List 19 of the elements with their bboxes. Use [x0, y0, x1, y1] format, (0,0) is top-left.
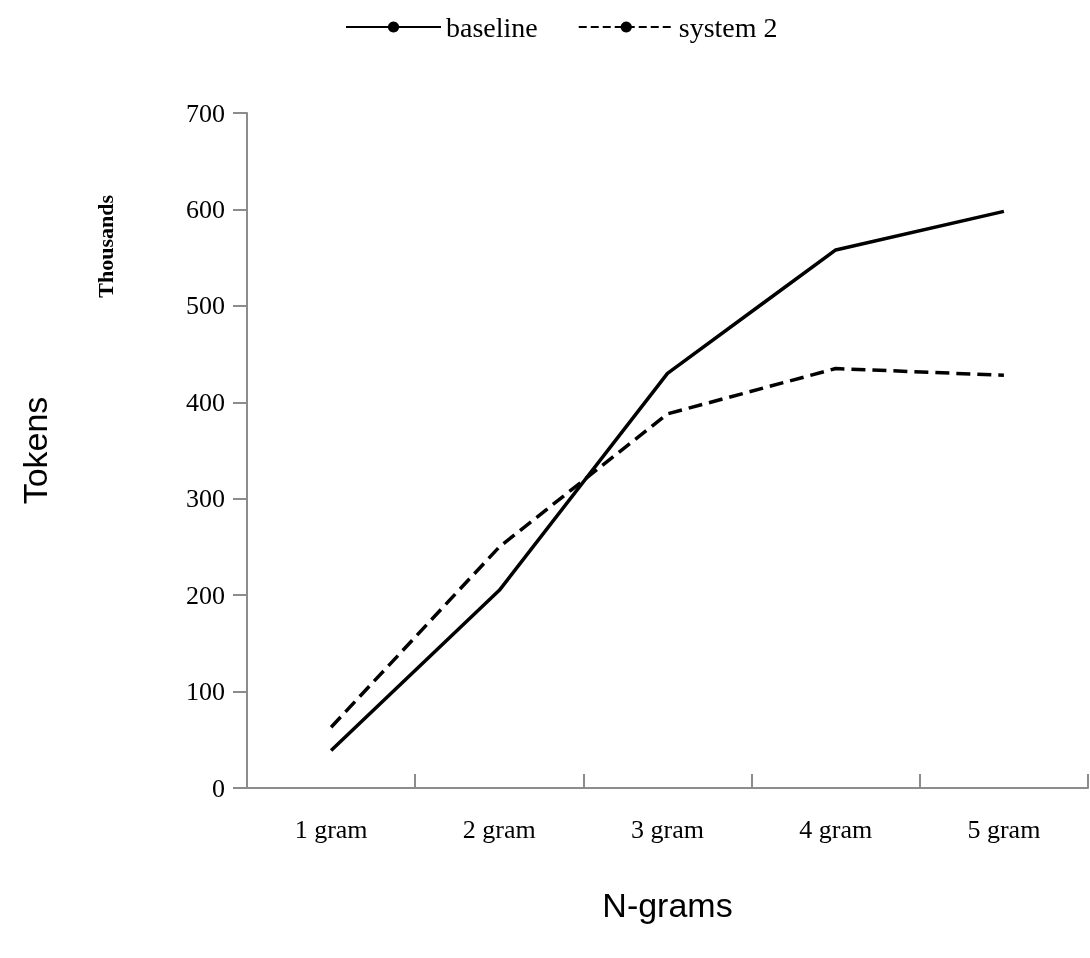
x-tick-label: 1 gram — [294, 814, 368, 844]
y-tick-label: 300 — [186, 484, 225, 514]
x-tick-label: 2 gram — [462, 814, 536, 844]
y-tick-label: 200 — [186, 580, 225, 610]
legend-label: baseline — [446, 11, 538, 43]
y-tick-label: 100 — [186, 677, 225, 707]
y-axis-title: Tokens — [16, 396, 54, 505]
x-tick-label: 4 gram — [799, 814, 873, 844]
y-tick-label: 400 — [186, 387, 225, 417]
x-tick-label: 5 gram — [967, 814, 1041, 844]
x-axis-title: N-grams — [602, 886, 733, 924]
y-tick-label: 700 — [186, 98, 225, 128]
x-tick-label: 3 gram — [631, 814, 704, 844]
y-tick-label: 500 — [186, 291, 225, 321]
line-series — [329, 209, 1006, 753]
text: Thousands — [92, 194, 118, 298]
y-tick-label: 0 — [212, 773, 225, 803]
y-tick-label: 600 — [186, 194, 225, 224]
legend-label: system 2 — [678, 11, 778, 43]
